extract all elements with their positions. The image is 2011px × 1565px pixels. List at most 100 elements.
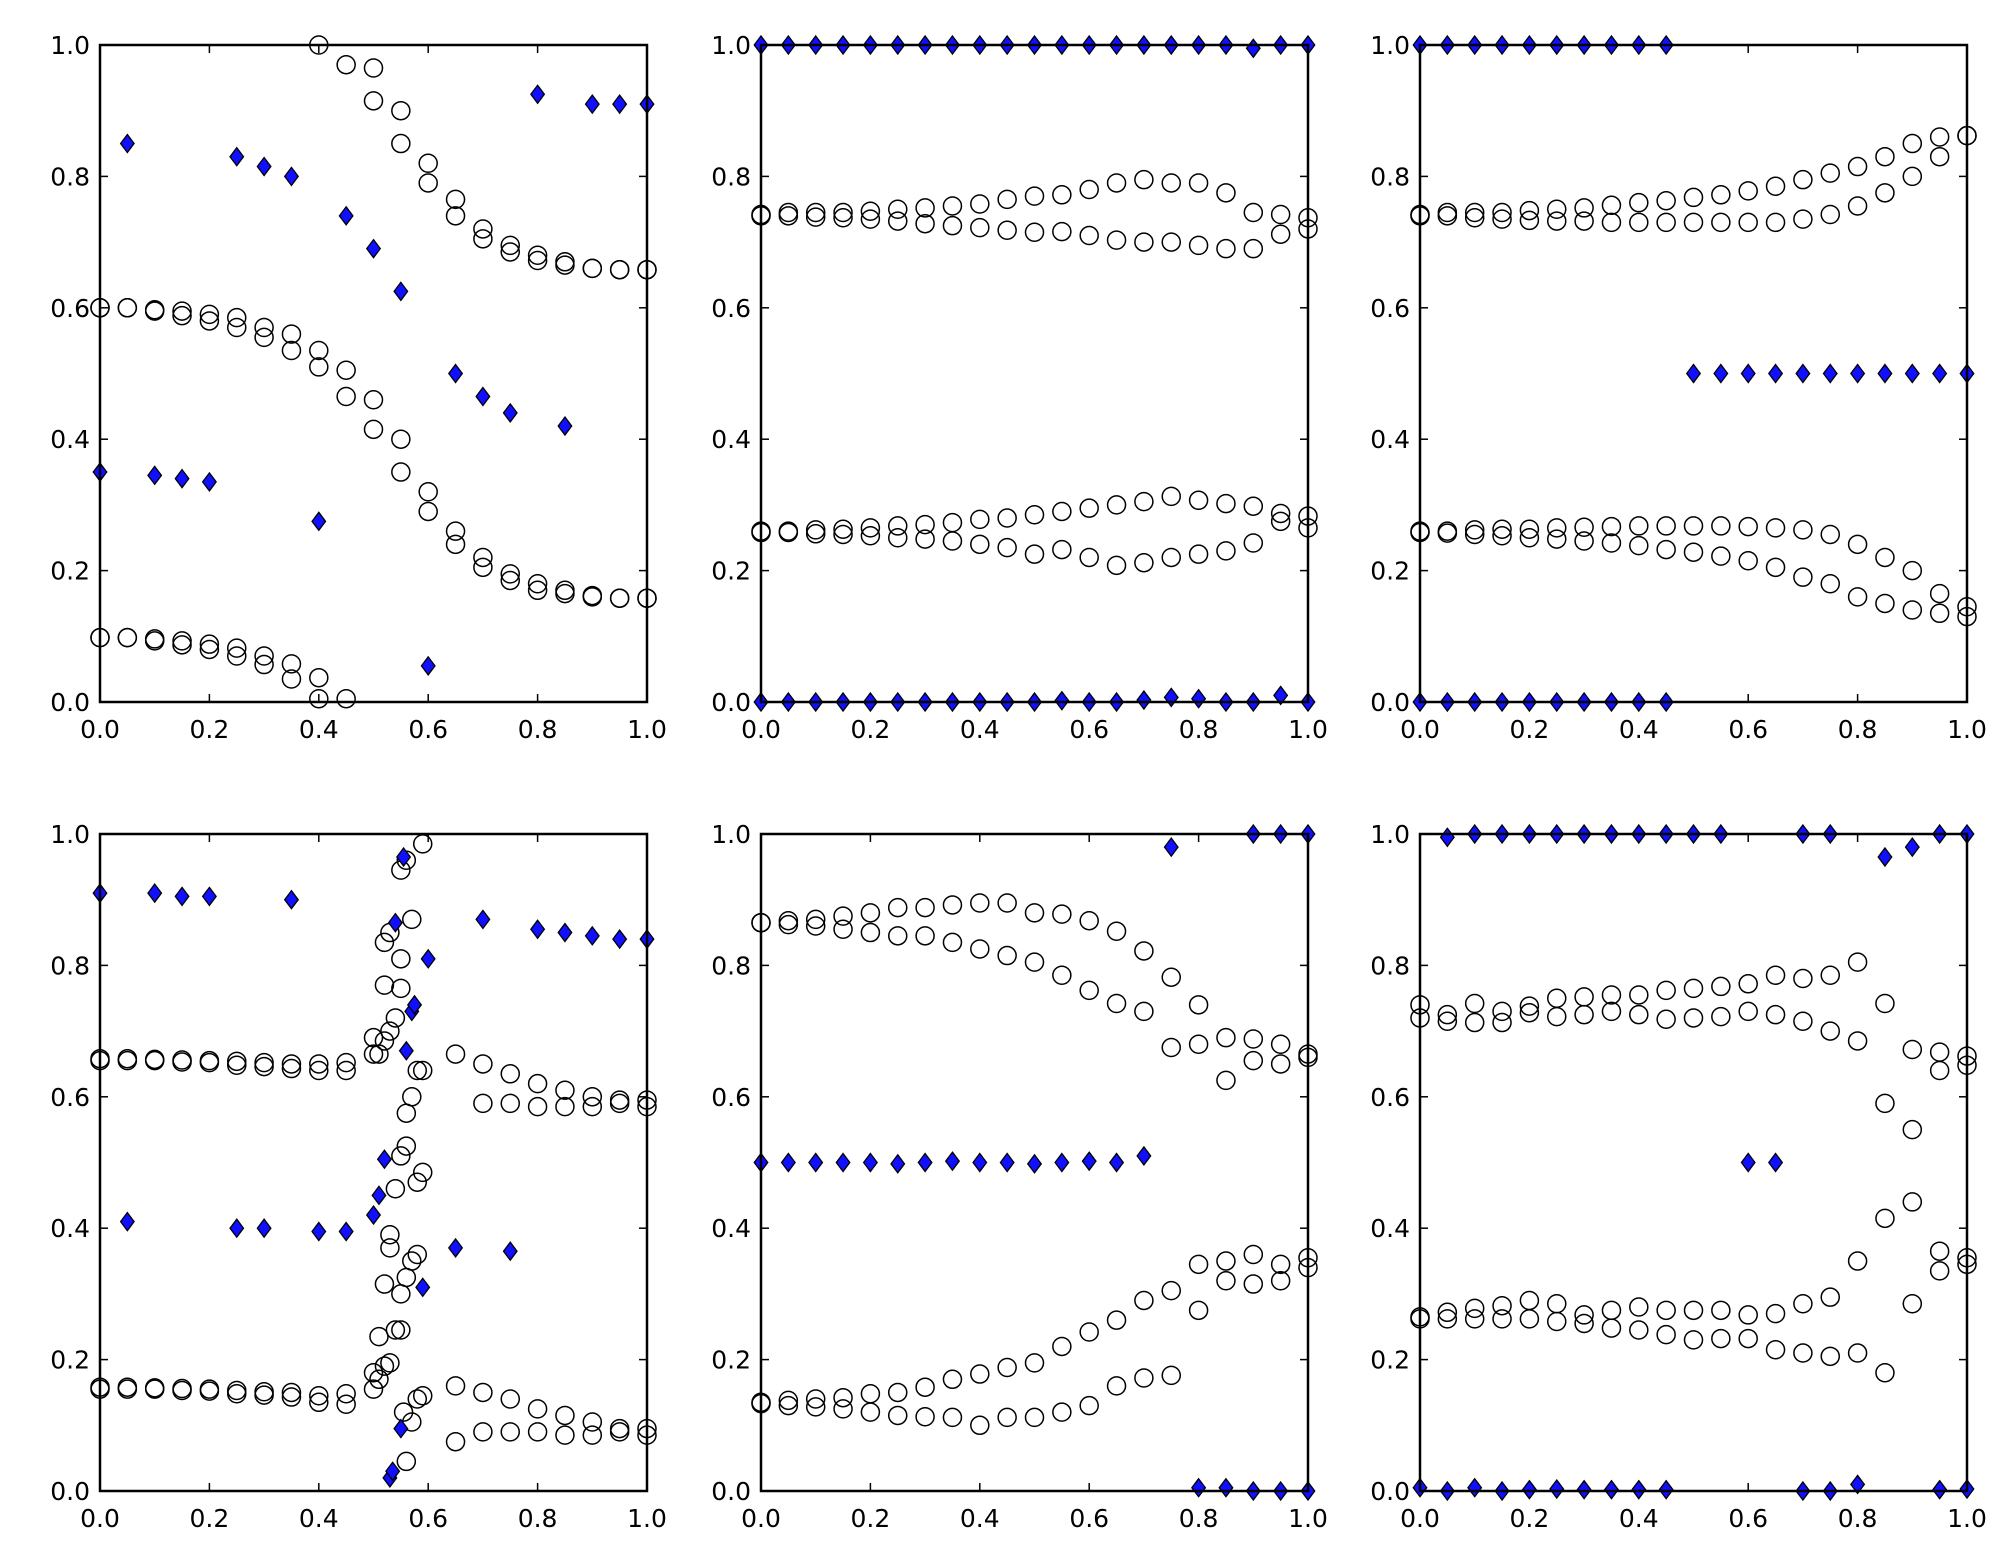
circle-point	[1547, 988, 1567, 1008]
circle-point	[527, 1073, 548, 1094]
circle-point	[1847, 156, 1868, 177]
diamond-point	[835, 1152, 851, 1173]
x-tick-label: 1.0	[1947, 715, 1987, 744]
circle-point	[609, 588, 630, 608]
diamond-point	[229, 146, 245, 167]
circle-point	[970, 194, 990, 214]
x-tick-label: 1.0	[1288, 1504, 1328, 1533]
circle-point	[402, 909, 422, 930]
circle-point	[582, 258, 603, 279]
x-tick-label: 0.2	[190, 1504, 230, 1533]
circle-point	[254, 646, 274, 666]
circle-point	[1629, 1297, 1649, 1317]
circle-point	[1216, 541, 1236, 561]
circle-point	[363, 91, 384, 111]
circle-point	[1820, 1021, 1840, 1041]
y-tick-label: 0.0	[711, 688, 751, 717]
diamond-point	[119, 1211, 135, 1232]
circle-point	[1574, 1004, 1594, 1025]
marks	[1410, 34, 1977, 713]
circle-point	[1711, 976, 1731, 997]
circle-point	[1216, 1271, 1236, 1291]
diamond-point	[387, 912, 403, 933]
circle-point	[1519, 1002, 1540, 1023]
diamond-point	[338, 1221, 354, 1242]
circle-point	[369, 1369, 389, 1390]
circle-point	[555, 583, 575, 604]
circle-point	[1492, 1295, 1512, 1316]
circle-point	[1793, 209, 1813, 229]
circle-point	[1820, 163, 1840, 183]
circle-point	[1079, 498, 1099, 518]
y-tick-label: 1.0	[50, 31, 90, 60]
circle-point	[473, 219, 493, 239]
x-tick-label: 0.8	[1179, 715, 1219, 744]
circle-point	[527, 580, 548, 601]
circle-point	[997, 945, 1017, 966]
circle-point	[833, 208, 853, 228]
circle-point	[144, 631, 165, 651]
y-tick-label: 0.4	[1370, 425, 1410, 454]
circle-point	[363, 1027, 384, 1048]
circle-point	[500, 564, 520, 584]
circle-point	[1765, 965, 1786, 986]
circle-point	[1929, 1261, 1950, 1281]
circle-point	[1079, 910, 1099, 931]
circle-point	[1024, 505, 1045, 525]
diamond-point	[1932, 363, 1948, 384]
circle-point	[1024, 186, 1045, 206]
circle-point	[254, 327, 274, 348]
circle-point	[1820, 573, 1840, 594]
circle-point	[227, 1055, 247, 1076]
circle-point	[582, 585, 603, 606]
circle-point	[942, 215, 963, 236]
circle-point	[1574, 1305, 1594, 1325]
circle-point	[374, 1274, 395, 1294]
subplot-1: 0.0 0.2 0.4 0.6 0.8 1.0 0.0 0.2 0.4 0.6 0.8 1.0	[50, 31, 667, 744]
circle-point	[1161, 1280, 1181, 1301]
circle-point	[805, 207, 826, 227]
diamond-point	[1767, 1152, 1784, 1173]
circle-point	[1161, 1037, 1181, 1058]
circle-point	[1052, 185, 1072, 205]
y-tick-label: 0.2	[1370, 557, 1410, 586]
circle-point	[1519, 528, 1540, 548]
circle-point	[1656, 1300, 1676, 1321]
diamond-point	[396, 846, 412, 868]
x-tick-label: 0.8	[1838, 1504, 1878, 1533]
diamond-point	[612, 929, 628, 950]
x-tick-label: 0.0	[80, 1504, 120, 1533]
circle-point	[336, 688, 356, 709]
circle-point	[1437, 523, 1458, 543]
circle-point	[1161, 232, 1181, 252]
circle-point	[805, 916, 826, 936]
circle-point	[942, 196, 963, 216]
y-tick-label: 0.8	[50, 951, 90, 980]
marks	[1410, 823, 1977, 1502]
diamond-point	[1467, 1477, 1483, 1498]
circle-point	[1656, 980, 1676, 1001]
circle-point	[1216, 493, 1236, 514]
circle-point	[1875, 993, 1895, 1014]
axes-frame	[1418, 43, 1969, 704]
diamond-point	[385, 1461, 401, 1482]
circle-point	[970, 893, 990, 913]
circle-point	[1161, 486, 1181, 507]
circle-point	[1902, 1294, 1923, 1314]
circle-point	[1601, 533, 1622, 553]
circle-point	[1547, 529, 1567, 549]
subplot-2: 0.0 0.2 0.4 0.6 0.8 1.0 0.0 0.2 0.4 0.6 0.8 1.0	[711, 31, 1328, 744]
circle-point	[778, 1390, 799, 1411]
circle-point	[1629, 1004, 1649, 1025]
circle-point	[445, 1044, 466, 1064]
circle-point	[396, 1267, 417, 1288]
circle-point	[527, 573, 548, 594]
circle-point	[385, 1008, 406, 1028]
circle-point	[1629, 535, 1649, 556]
circle-point	[888, 211, 908, 231]
x-tick-label: 0.4	[1619, 1504, 1659, 1533]
diamond-point	[612, 94, 628, 115]
circle-point	[227, 638, 247, 658]
circle-point	[1052, 539, 1072, 560]
circle-point	[1464, 1298, 1485, 1319]
